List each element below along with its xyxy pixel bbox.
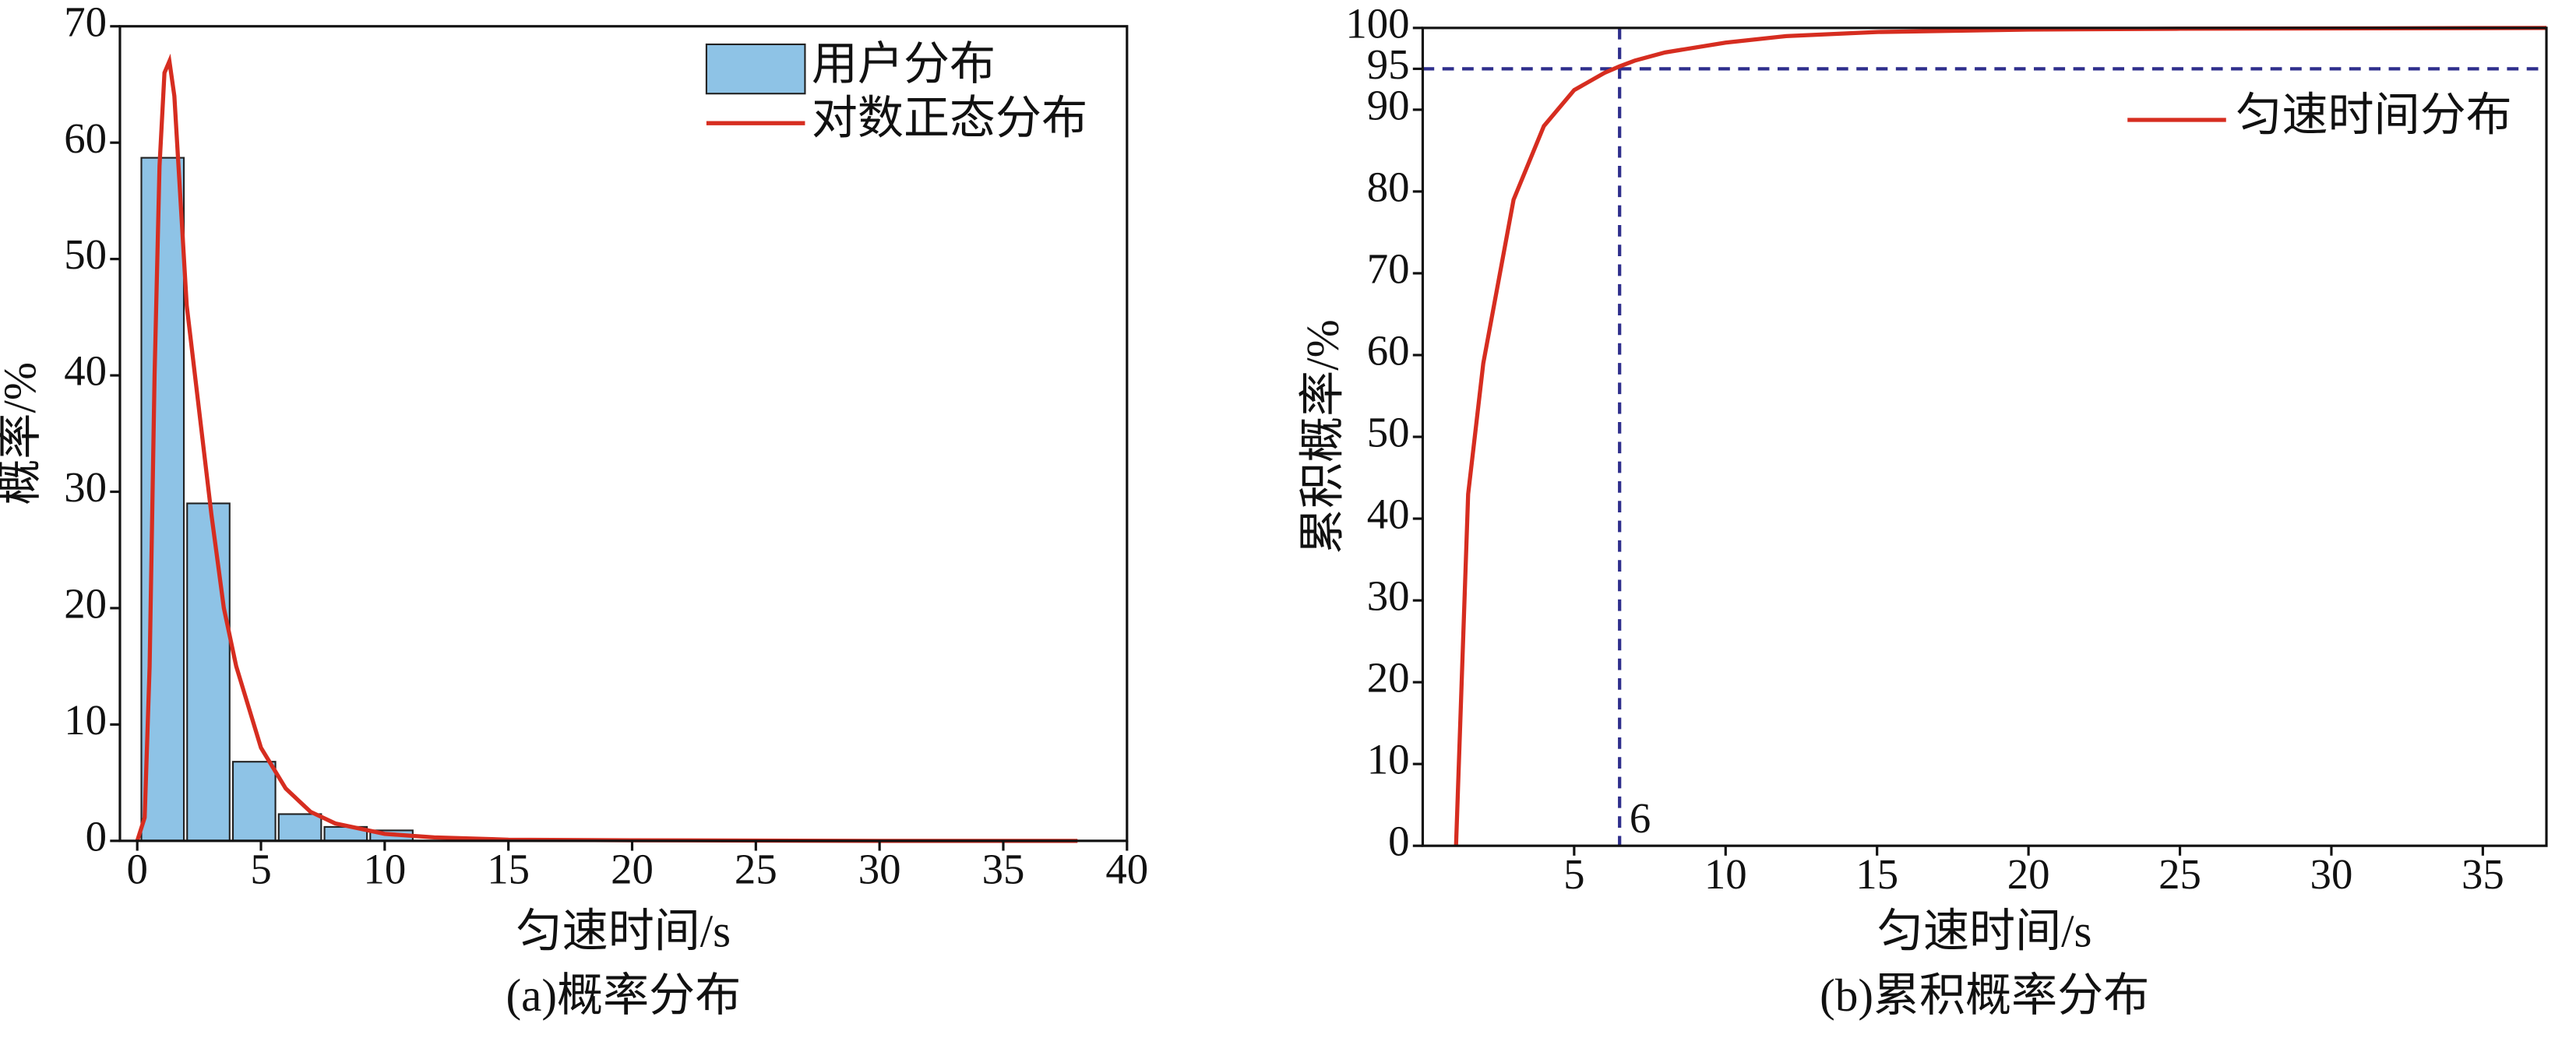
y-tick-label: 30 — [1367, 572, 1410, 620]
y-tick-label: 20 — [1367, 654, 1410, 702]
x-tick-label: 10 — [1704, 850, 1747, 898]
x-tick-label: 30 — [858, 846, 901, 893]
y-tick-label: 60 — [64, 114, 107, 162]
x-tick-label: 20 — [2007, 850, 2050, 898]
y-tick-label: 80 — [1367, 163, 1410, 210]
legend-label: 用户分布 — [812, 38, 996, 90]
x-tick-label: 5 — [1563, 850, 1584, 898]
y-tick-label: 10 — [64, 696, 107, 744]
y-axis-label: 概率/% — [0, 362, 45, 505]
y-tick-label: 90 — [1367, 81, 1410, 128]
plot-frame — [1421, 26, 2548, 847]
bar — [277, 813, 322, 842]
y-tick-label: 0 — [1388, 818, 1409, 865]
y-tick-label: 50 — [1367, 409, 1410, 456]
caption: (b)累积概率分布 — [1820, 969, 2149, 1021]
y-tick-label: 95 — [1367, 40, 1410, 88]
caption: (a)概率分布 — [506, 969, 742, 1021]
x-tick-label: 25 — [735, 846, 777, 893]
line — [1454, 26, 2547, 846]
y-tick-label: 10 — [1367, 736, 1410, 783]
y-tick-label: 50 — [64, 230, 107, 278]
x-tick-label: 35 — [982, 846, 1025, 893]
reference-label: 6 — [1630, 794, 1651, 842]
x-tick-label: 0 — [126, 846, 147, 893]
y-tick-label: 100 — [1345, 0, 1409, 47]
y-axis-label: 累积概率/% — [1297, 319, 1348, 554]
plot-frame — [118, 25, 1129, 843]
x-tick-label: 20 — [611, 846, 654, 893]
y-tick-label: 70 — [1367, 245, 1410, 293]
bar — [231, 761, 277, 842]
legend-patch — [705, 43, 806, 95]
curve — [135, 53, 1078, 843]
x-tick-label: 15 — [487, 846, 530, 893]
y-tick-label: 60 — [1367, 327, 1410, 375]
y-tick-label: 40 — [1367, 491, 1410, 538]
x-tick-label: 30 — [2310, 850, 2353, 898]
x-tick-label: 40 — [1105, 846, 1148, 893]
x-axis-label: 匀速时间/s — [516, 906, 731, 957]
y-tick-label: 70 — [64, 0, 107, 45]
bar — [186, 502, 231, 842]
x-tick-label: 5 — [250, 846, 271, 893]
legend-label: 匀速时间分布 — [2236, 90, 2511, 141]
y-tick-label: 40 — [64, 347, 107, 395]
x-tick-label: 25 — [2158, 850, 2201, 898]
x-tick-label: 10 — [363, 846, 406, 893]
x-tick-label: 15 — [1855, 850, 1898, 898]
y-tick-label: 30 — [64, 463, 107, 511]
legend-label: 对数正态分布 — [812, 93, 1087, 144]
x-tick-label: 35 — [2461, 850, 2504, 898]
y-tick-label: 20 — [64, 580, 107, 628]
x-axis-label: 匀速时间/s — [1877, 906, 2092, 957]
y-tick-label: 0 — [86, 812, 107, 860]
